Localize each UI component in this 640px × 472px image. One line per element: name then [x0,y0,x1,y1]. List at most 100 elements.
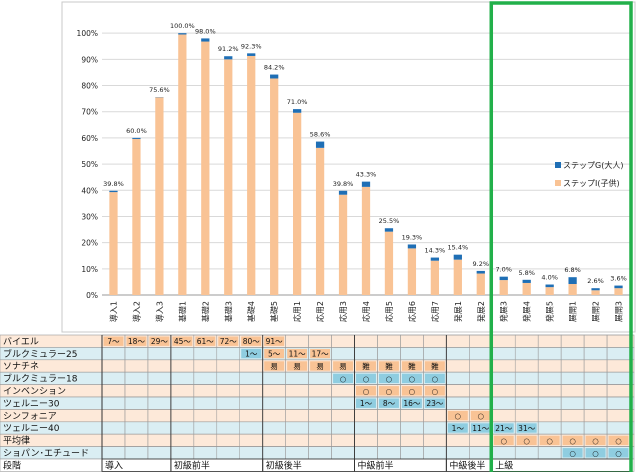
data-label: 58.6% [310,131,331,139]
table-cell-text: 難 [431,361,439,371]
table-row [0,384,635,398]
stage-name: 上級 [495,459,513,471]
table-row [0,409,635,423]
data-label: 91.2% [218,45,239,53]
data-label: 71.0% [287,98,308,106]
bar-adult [591,288,600,291]
table-cell-text: ○ [340,374,347,383]
table-cell-fill [608,448,629,458]
table-cell-text: 7～ [107,337,120,346]
table-cell-text: ○ [363,374,370,383]
bar-adult [522,279,531,283]
table-cell-text: ○ [432,387,439,396]
bar-child [499,280,508,295]
table-row [0,396,635,410]
table-cell-text: ○ [500,436,507,445]
table-cell-fill [241,336,262,346]
table-cell-fill [470,423,491,433]
bar-adult [132,137,141,139]
table-cell-fill [562,448,583,458]
x-tick-label: 応用3 [338,301,348,322]
table-cell-text: 1～ [452,424,465,433]
bar-adult [109,190,118,193]
table-cell-text: 45～ [174,337,192,346]
table-cell-fill [356,386,376,396]
bar-adult [292,109,302,113]
table-cell-fill [356,361,376,371]
x-tick-label: 発展3 [500,301,509,322]
data-label: 75.6% [149,86,170,94]
x-tick-label: 応用2 [315,301,325,322]
table-cell-text: ○ [478,412,485,421]
y-tick-label: 80% [81,82,98,91]
x-tick-label: 展開1 [569,301,578,322]
table-cell-text: 易 [316,362,324,371]
bar-adult [614,285,623,289]
table-cell-text: ○ [592,449,599,458]
x-tick-label: 導入2 [131,301,141,322]
table-cell-fill [424,398,445,408]
x-tick-label: 基礎3 [223,301,233,322]
bar-child [614,288,623,295]
table-cell-fill [378,386,399,396]
table-cell-fill [516,435,537,446]
table-cell-text: 難 [385,361,393,371]
table-cell-text: ○ [615,436,622,445]
table-cell-fill [424,361,445,371]
row-label: ショパン･エチュード [3,448,89,459]
bar-adult [476,270,485,274]
table-cell-fill [103,336,124,346]
data-label: 5.8% [518,269,535,277]
data-label: 3.6% [610,275,627,283]
y-tick-label: 50% [81,160,98,169]
row-label: シンフォニア [3,412,57,422]
data-label: 4.0% [541,274,558,282]
x-axis: 導入1 導入2 導入3 基礎1 基礎2 基礎3 基礎4 基礎5 応用1 応用2 応用3 応用4 応用5 応… [108,301,623,322]
data-label: 39.8% [333,180,354,188]
table-cell-text: ○ [409,374,416,383]
table-cell-text: ○ [432,374,439,383]
x-tick-label: 応用6 [407,301,417,322]
x-tick-label: 応用5 [384,301,394,322]
stage-name: 初級前半 [174,459,210,471]
bar-child [109,192,118,295]
table-cell-fill [287,348,308,359]
table-cell-text: 11～ [289,350,307,359]
x-tick-label: 発展4 [523,301,532,322]
bars [109,33,623,296]
table-cell-text: 21～ [495,424,513,433]
table-cell-text: ○ [455,412,462,421]
table-cell-text: 難 [408,361,416,371]
bar-child [407,248,417,295]
table-cell-text: 23～ [426,399,444,408]
table-cell-fill [424,386,445,396]
data-label: 19.3% [402,233,423,241]
bar-child [247,55,256,296]
table-cell-text: ○ [546,436,553,445]
stage-name: 導入 [105,459,123,471]
table-cell-text: 18～ [128,337,146,346]
y-tick-label: 20% [81,239,98,248]
data-label: 60.0% [126,127,147,135]
data-label: 100.0% [170,22,195,30]
table-cell-fill [218,336,239,346]
table-cell-fill [608,435,629,446]
table-cell-fill [241,348,262,359]
table-cell-text: 72～ [220,337,238,346]
bar-child [568,284,577,295]
y-tick-label: 0% [86,291,98,300]
bar-adult [430,257,440,261]
table-cell-text: ○ [386,374,393,383]
table-cell-fill [585,448,606,458]
table-cell-text: ○ [592,436,599,445]
row-label: バイエル [3,336,39,347]
table-cell-fill [264,361,285,371]
table-cell-text: 29～ [151,337,169,346]
bar-child [155,97,164,295]
data-label: 39.8% [103,180,124,188]
table-cell-fill [585,435,606,446]
table-cell-text: 61～ [197,337,215,346]
table-cell-fill [149,336,170,346]
bar-child [292,112,302,296]
gridlines [102,32,630,296]
